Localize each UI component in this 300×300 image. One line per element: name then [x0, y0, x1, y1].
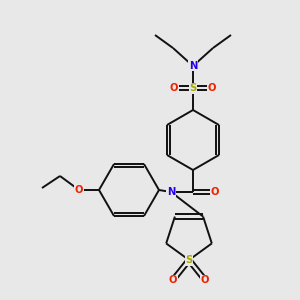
Text: N: N — [189, 61, 197, 71]
Text: S: S — [189, 83, 197, 93]
Text: O: O — [75, 185, 83, 195]
Text: O: O — [201, 275, 209, 285]
Text: S: S — [185, 255, 193, 265]
Text: O: O — [170, 83, 178, 93]
Text: O: O — [208, 83, 216, 93]
Text: O: O — [169, 275, 177, 285]
Text: O: O — [211, 187, 219, 197]
Text: N: N — [167, 187, 175, 197]
